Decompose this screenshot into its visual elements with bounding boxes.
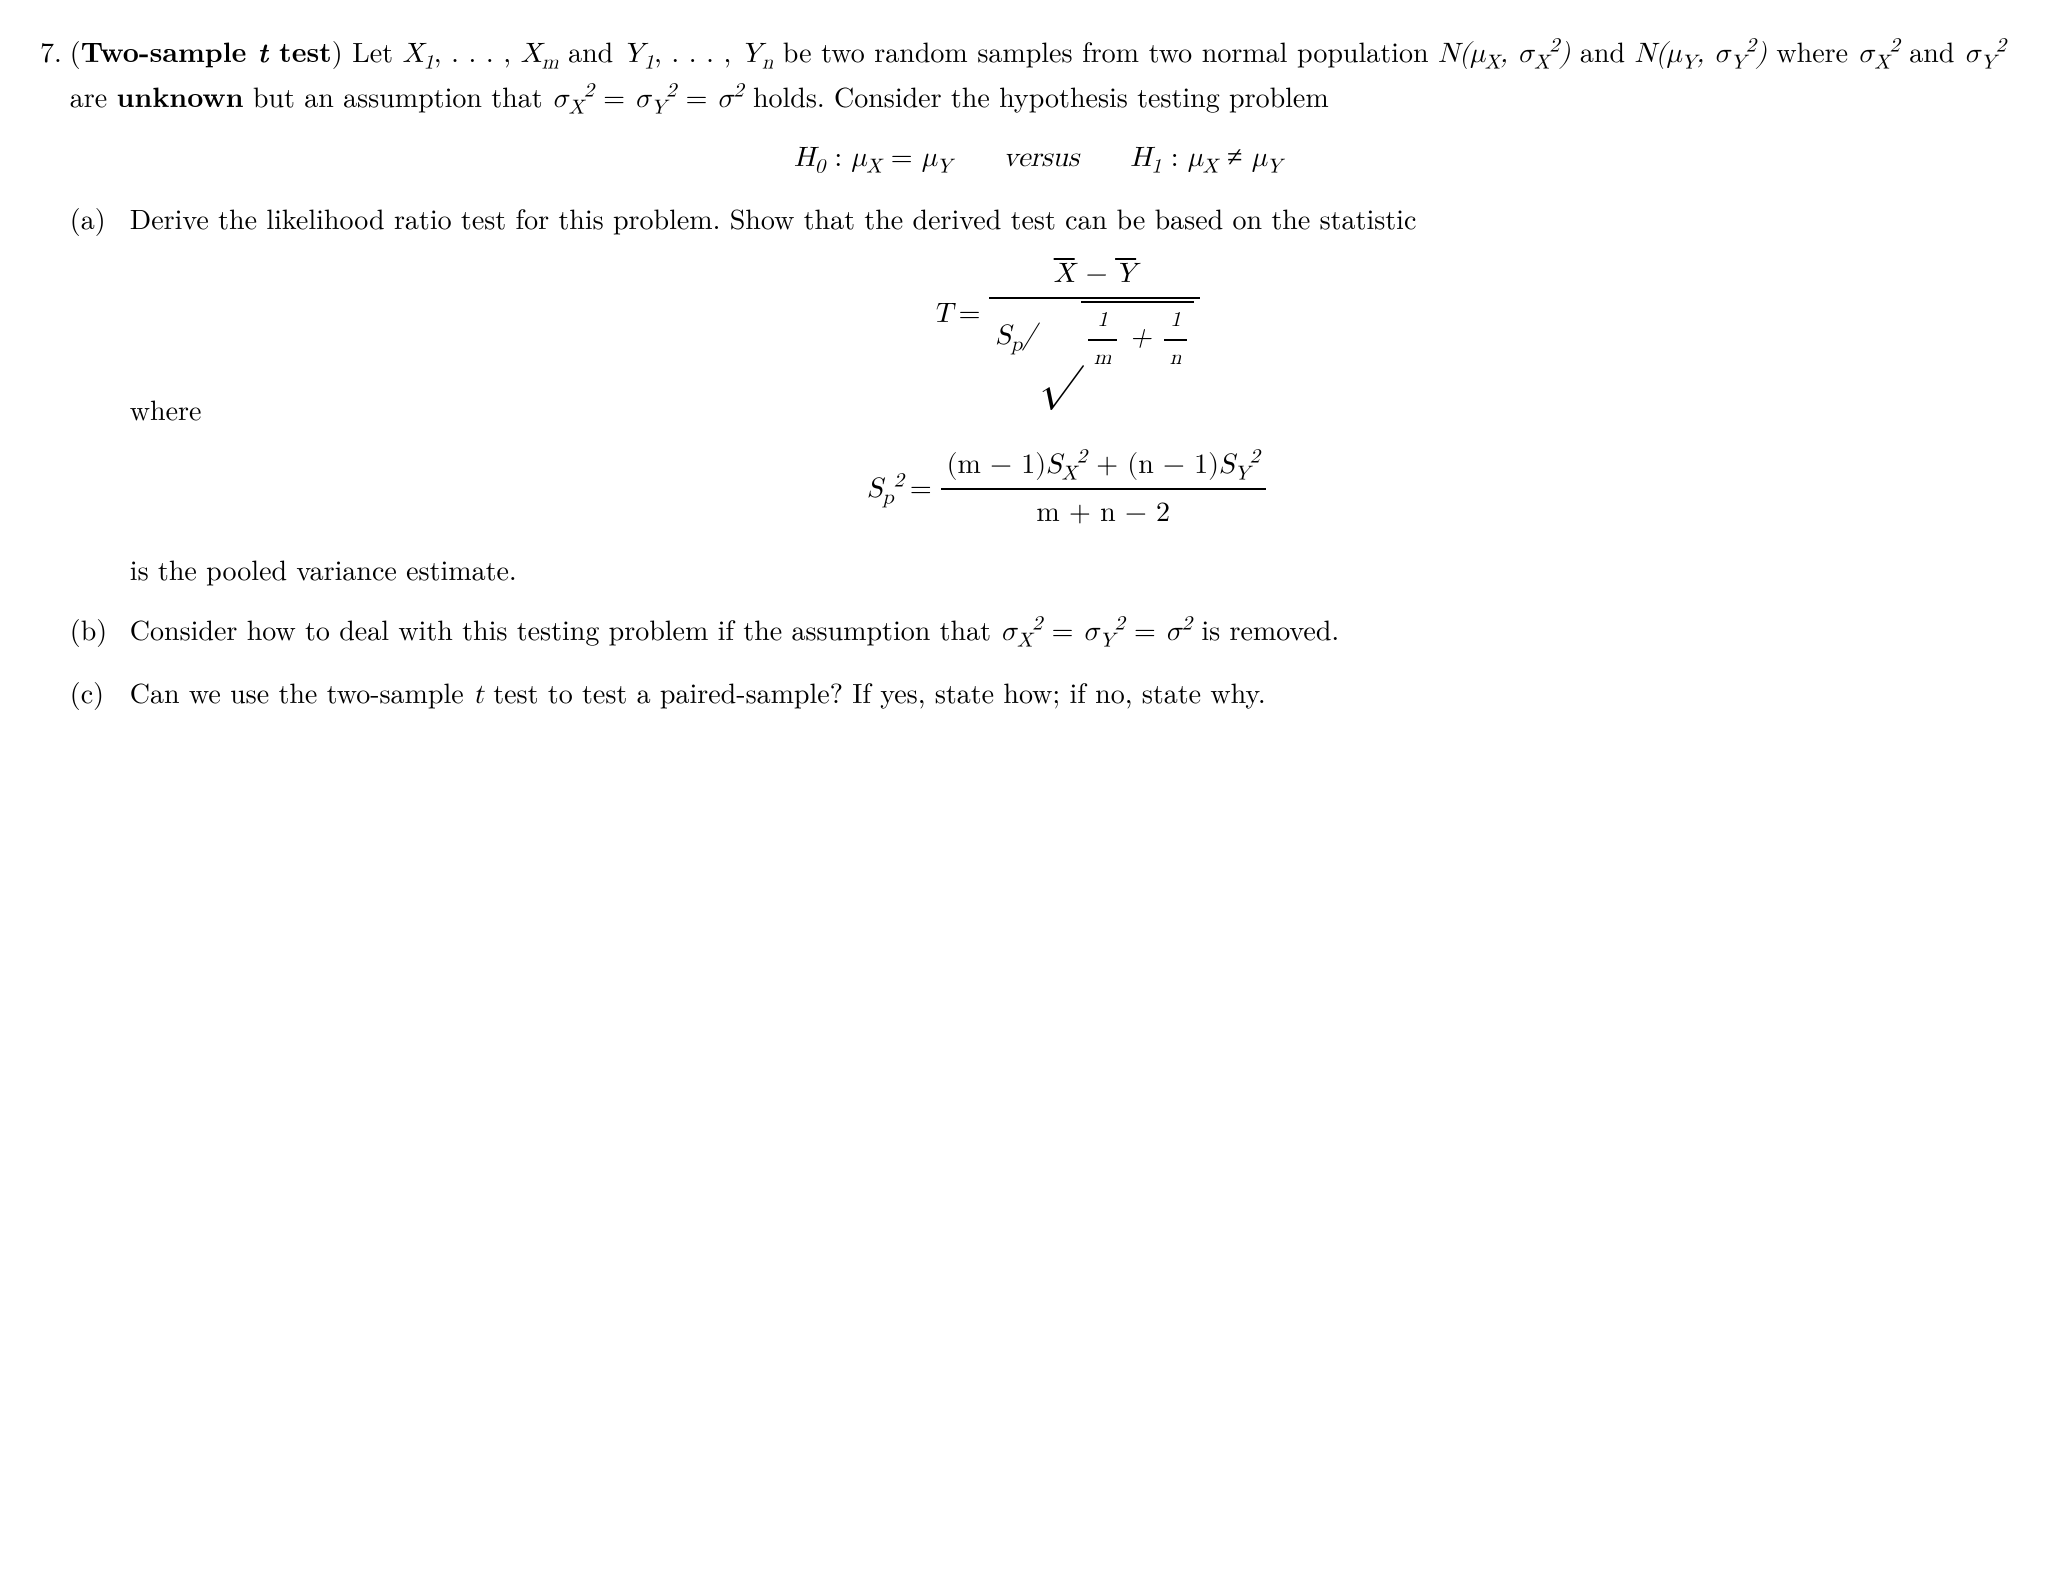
sigy2b: σY2 [634,85,676,113]
minus: − [1075,260,1115,288]
where-label: where [130,388,2006,430]
yn: Yn [741,40,773,68]
frac-1n: 1 n [1164,305,1188,374]
part-b-label: (b) [70,608,130,650]
title-close: ) [332,31,353,71]
eq5: = [1125,609,1165,649]
T-frac: X − Y Sp/ √ 1 m [989,253,1200,374]
and2: and [1570,31,1634,71]
eq3: = [881,135,921,175]
SY2: SY2 [1219,451,1260,479]
and1: and [559,31,623,71]
part-a-text: Derive the likelihood ratio test for thi… [130,197,2006,239]
c-text2: test to test a paired-sample? If yes, st… [484,672,1266,712]
xbar: X [1054,260,1075,288]
c-t: t [473,681,484,709]
part-b-body: Consider how to deal with this testing p… [130,608,2006,653]
sigx2b: σX2 [552,85,594,113]
b-text: Consider how to deal with this testing p… [130,609,1001,649]
xm: Xm [521,40,559,68]
title-open: ( [70,31,81,71]
pooled-den: m + n − 2 [941,490,1266,534]
slash: / [1022,322,1036,350]
where: where [1767,31,1858,71]
hypothesis-line: H0 : μX = μY versus H1 : μX ≠ μY [70,134,2006,179]
part-c-body: Can we use the two-sample t test to test… [130,671,2006,716]
colon1: : [825,135,851,175]
T: T [932,293,952,335]
assume: but an assumption that [244,76,552,116]
eq-Sp2: = [910,468,932,510]
SX2: SX2 [1046,451,1087,479]
ldots1: , . . . , [434,31,521,71]
Sp2-eq: Sp2 = (m − 1)SX2 + (n − 1)SY2 m + n − 2 [130,444,2006,534]
holds: holds. Consider the hypothesis testing p… [744,76,1329,116]
Sp2-frac: (m − 1)SX2 + (n − 1)SY2 m + n − 2 [941,444,1266,534]
muy: μY [922,144,952,172]
sigx2: σX2 [1858,40,1900,68]
part-b: (b) Consider how to deal with this testi… [70,608,2006,653]
intro-let: Let [352,31,402,71]
sig2: σ2 [717,85,744,113]
b-text2: is removed. [1192,609,1339,649]
c-text1: Can we use the two-sample [130,672,473,712]
neq: ≠ [1218,135,1252,175]
part-c-label: (c) [70,671,130,713]
versus: versus [1003,144,1079,172]
part-a-label: (a) [70,197,130,239]
are: are [70,76,117,116]
Nmuy: N(μY, σY2) [1635,40,1767,68]
Sp: Sp [995,322,1022,350]
ybar: Y [1115,260,1136,288]
problem-number: 7. [40,30,62,72]
colon2: : [1161,135,1187,175]
sigx2c: σX2 [1000,618,1042,646]
mux: μX [851,144,881,172]
muy2: μY [1252,144,1282,172]
plus-n-1: + (n − 1) [1087,451,1219,479]
title-t: t [257,30,268,71]
sig2b: σ2 [1165,618,1192,646]
ldots2: , . . . , [654,31,741,71]
intro-2: be two random samples from two normal po… [773,31,1438,71]
title-bold-1: Two-sample [81,31,258,71]
problem-body: (Two-sample t test) Let X1, . . . , Xm a… [70,30,2006,716]
intro-paragraph: (Two-sample t test) Let X1, . . . , Xm a… [70,30,2006,120]
eq-T: = [959,293,981,335]
pooled-text: is the pooled variance estimate. [130,548,2006,590]
frac-1m: 1 m [1088,305,1118,374]
eq4: = [1042,609,1082,649]
title-bold-2: test [268,31,332,71]
eq1: = [594,76,634,116]
T-statistic: T = X − Y Sp/ √ [130,253,2006,374]
eq2: = [676,76,716,116]
y1: Y1 [623,40,654,68]
part-c: (c) Can we use the two-sample t test to … [70,671,2006,716]
m-1: (m − 1) [947,451,1047,479]
plus: + [1120,324,1160,352]
Sp2: Sp2 [867,468,904,510]
H0: H0 [794,144,825,172]
mux2: μX [1188,144,1218,172]
sqrt-term: √ 1 m + 1 n [1046,301,1195,374]
and3: and [1900,31,1964,71]
part-a-body: Derive the likelihood ratio test for thi… [130,197,2006,590]
H1: H1 [1130,144,1161,172]
sigy2: σY2 [1964,40,2006,68]
problem-7: 7. (Two-sample t test) Let X1, . . . , X… [40,30,2006,716]
sigy2c: σY2 [1083,618,1125,646]
Nmux: N(μX, σX2) [1438,40,1570,68]
part-a: (a) Derive the likelihood ratio test for… [70,197,2006,590]
unknown: unknown [117,76,244,116]
x1: X1 [403,40,434,68]
